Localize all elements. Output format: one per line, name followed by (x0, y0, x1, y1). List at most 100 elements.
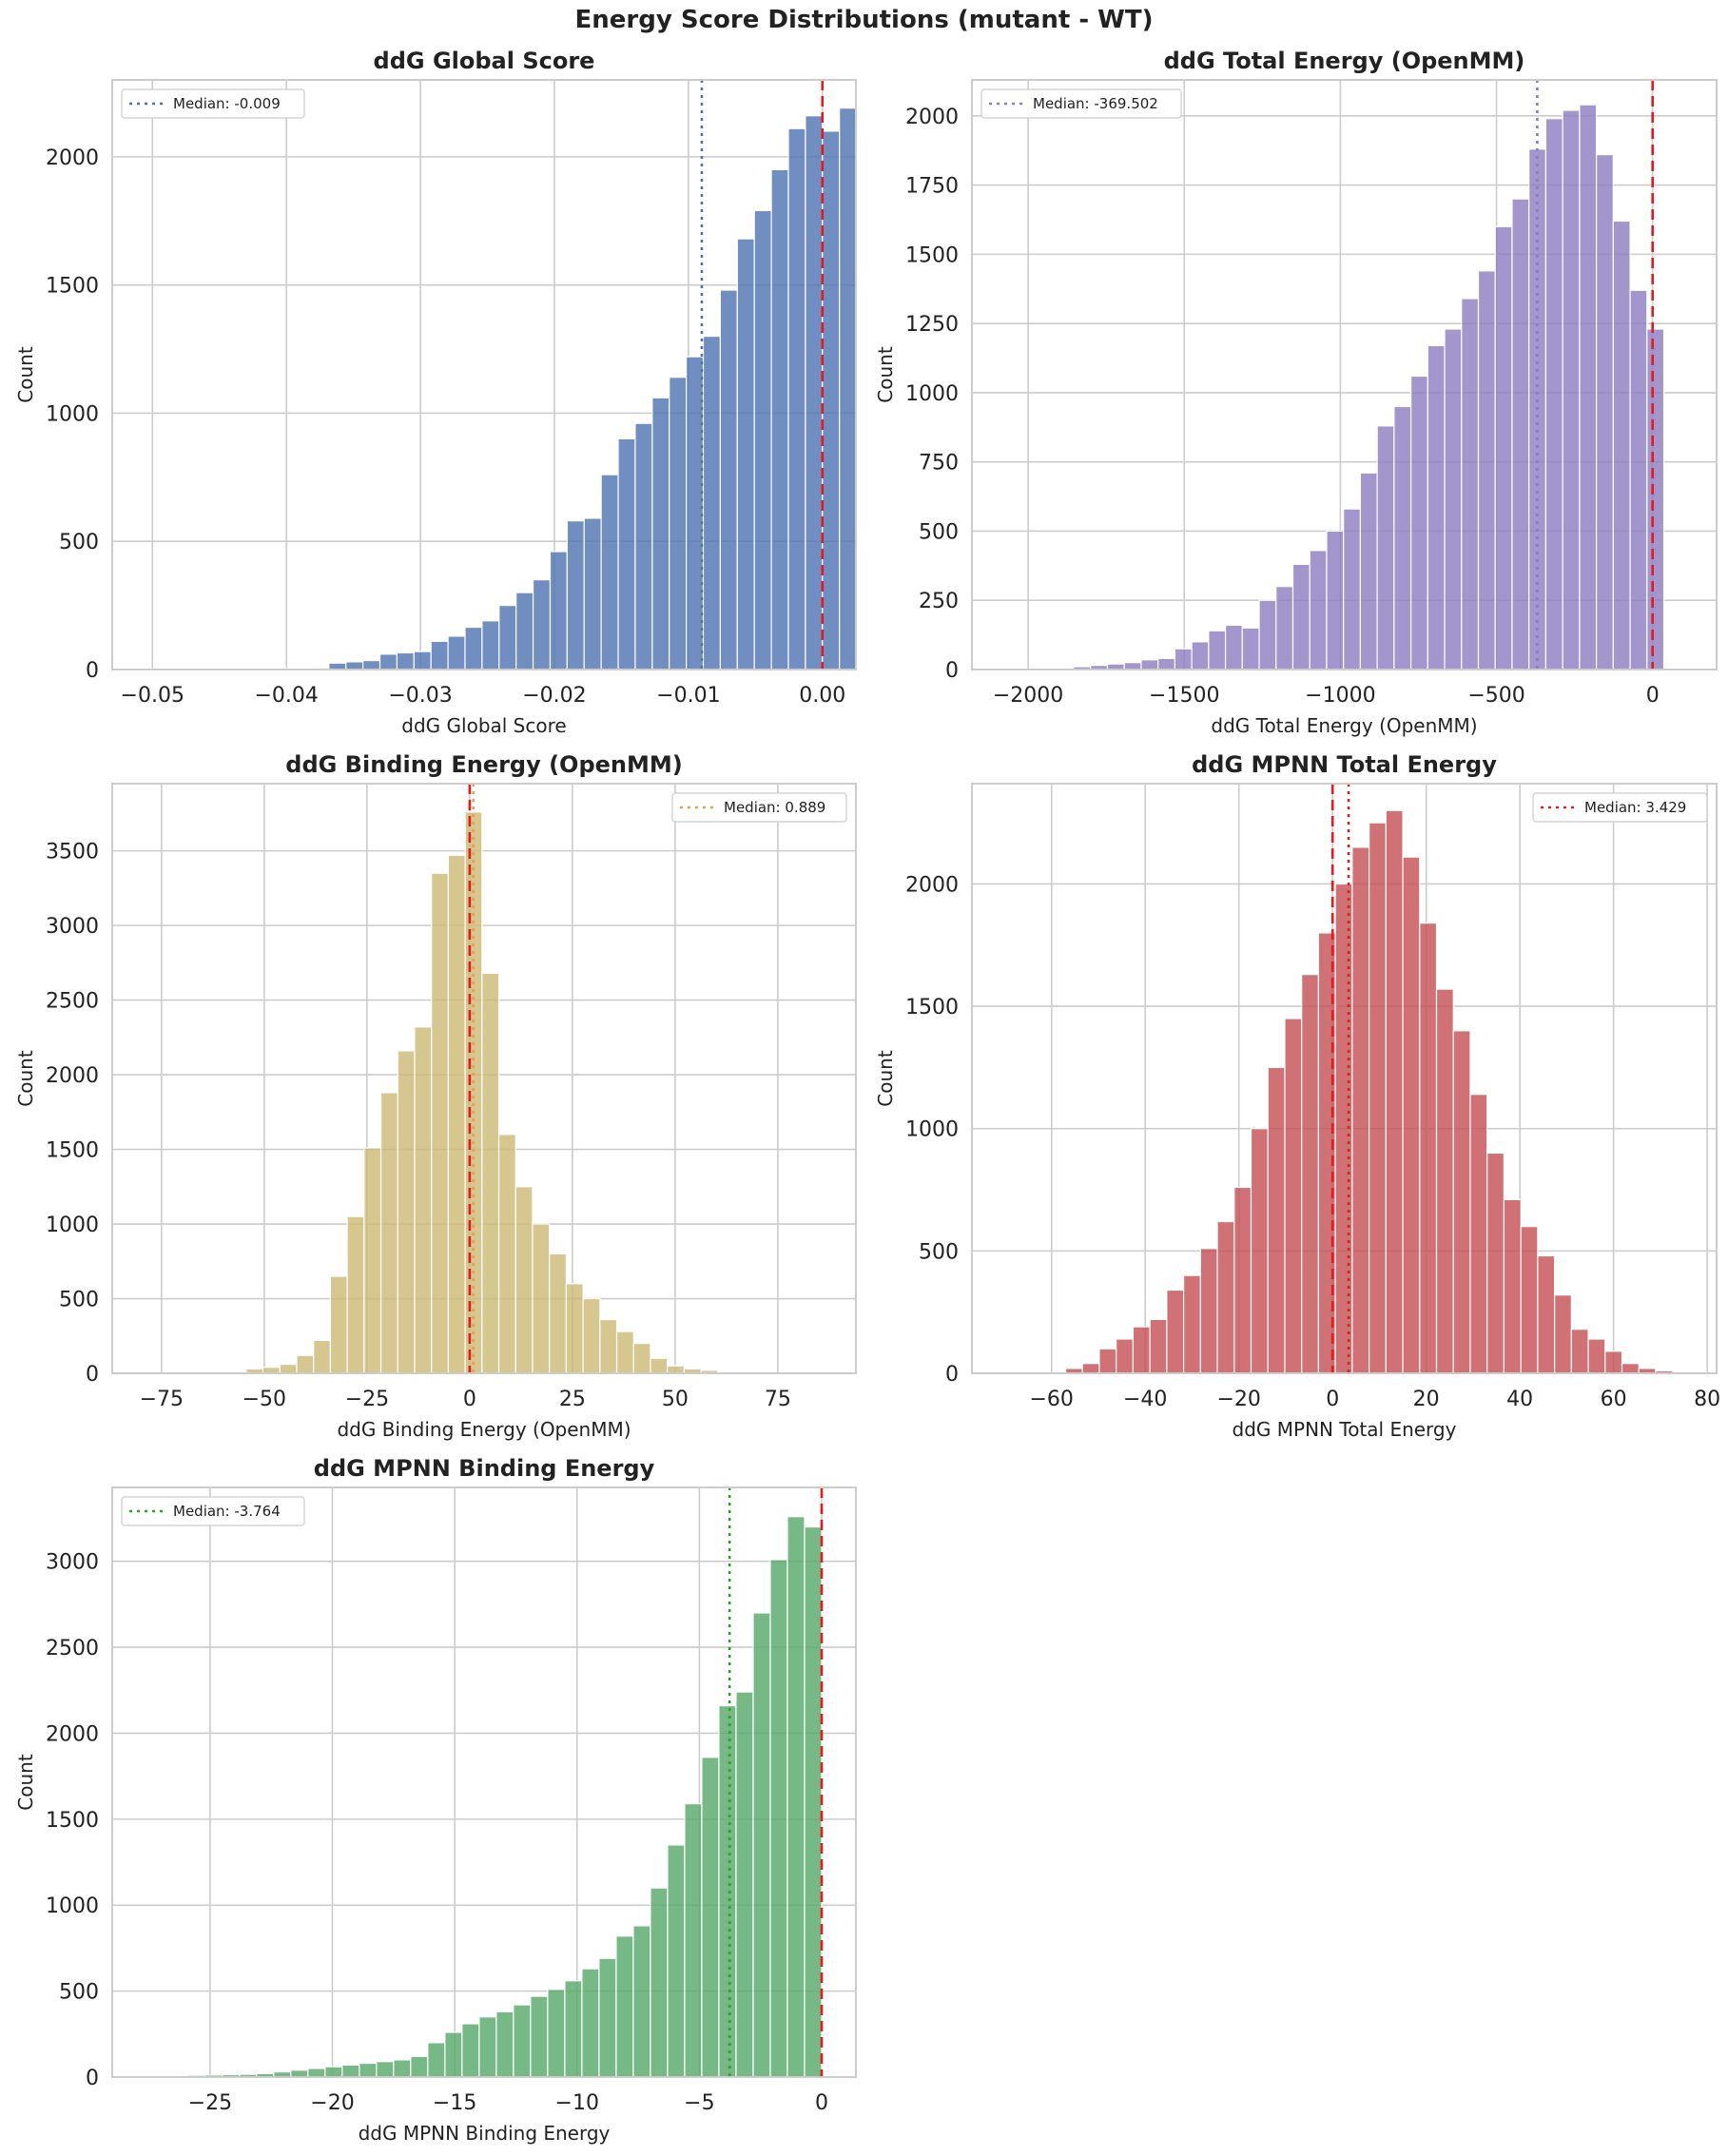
histogram-bar (600, 474, 619, 670)
histogram-bar (1452, 1030, 1471, 1374)
x-tick-label: −50 (243, 1388, 286, 1411)
histogram-bar (1275, 586, 1294, 670)
chart-panel-1: −0.05 −0.04 −0.03 −0.02 −0.01 0.00 0 500 1000 150… (14, 48, 858, 737)
histogram-bar (582, 1297, 601, 1374)
histogram-bar (1621, 1363, 1640, 1374)
y-tick-label: 1000 (46, 1214, 99, 1237)
histogram-bar (1284, 1018, 1303, 1374)
x-tick-label: −25 (345, 1388, 389, 1411)
y-tick-label: 2000 (905, 873, 959, 897)
histogram-bar (296, 1354, 315, 1374)
y-tick-label: 2500 (46, 990, 99, 1014)
y-tick-label: 1250 (905, 313, 959, 337)
histogram-bar (667, 1365, 686, 1374)
y-tick-label: 1000 (46, 1894, 99, 1918)
histogram-bar (786, 1516, 806, 2078)
chart-title: ddG Binding Energy (OpenMM) (285, 751, 682, 778)
histogram-bar (498, 605, 517, 670)
histogram-bar (736, 238, 755, 670)
histogram-bar (632, 1925, 651, 2078)
legend-box (980, 88, 1182, 119)
histogram-bar (427, 2042, 446, 2078)
histogram-bar (359, 2062, 378, 2078)
y-axis-label: Count (14, 346, 37, 403)
y-tick-label: 1000 (905, 1118, 959, 1142)
histogram-bar (478, 2016, 497, 2078)
histogram-bar (1494, 225, 1513, 670)
histogram-bar (805, 115, 824, 670)
histogram-bar (307, 2068, 326, 2078)
histogram-bar (329, 1275, 348, 1374)
histogram-bar (513, 2004, 532, 2078)
chart-panel-3: −75 −50 −25 0 25 50 75 0 500 1000 1500 2000 2500 3000… (14, 751, 857, 1441)
histogram-bar (515, 1186, 534, 1374)
axes-frame (111, 1486, 857, 2078)
axes-frame (111, 79, 857, 670)
histogram-bar (328, 662, 347, 670)
histogram-bar (769, 1559, 788, 2078)
histogram-bar (376, 2061, 395, 2078)
y-tick-label: 0 (945, 659, 959, 683)
histogram-bar (379, 1092, 398, 1374)
x-tick-label: −0.05 (121, 684, 184, 708)
histogram-bar (650, 1887, 669, 2078)
histogram-bar (549, 551, 568, 670)
axes-frame (971, 79, 1718, 670)
histogram-bar (669, 377, 688, 670)
legend: Median: -3.764 (121, 1496, 305, 1526)
axes-frame (111, 783, 857, 1374)
y-tick-label: 1500 (905, 243, 959, 267)
histogram-bar (1116, 1338, 1135, 1374)
histogram-bar (481, 972, 500, 1374)
y-tick-label: 500 (919, 520, 959, 544)
y-tick-label: 1500 (46, 275, 99, 299)
x-tick-label: −0.01 (656, 684, 720, 708)
histogram-bar (547, 1989, 566, 2078)
histogram-bar (1140, 659, 1159, 670)
y-tick-label: 1500 (46, 1139, 99, 1163)
histogram-bar (495, 2010, 515, 2078)
histogram-bar (1359, 472, 1378, 670)
histogram-bar (1537, 1254, 1556, 1374)
histogram-bar (1444, 328, 1463, 670)
histogram-bar (1267, 1066, 1286, 1374)
x-tick-label: 20 (1413, 1388, 1440, 1411)
histogram-bar (1174, 648, 1193, 670)
x-tick-label: −0.04 (254, 684, 318, 708)
histogram-bar (1393, 405, 1412, 670)
histogram-bar (684, 1802, 703, 2078)
histogram-bar (634, 422, 653, 670)
histogram-bar (718, 1704, 737, 2078)
histogram-bar (1579, 104, 1598, 670)
histogram-bar (431, 872, 450, 1374)
y-tick-label: 500 (59, 1289, 99, 1312)
histogram-bar (497, 1134, 516, 1374)
x-tick-label: 0.00 (799, 684, 845, 708)
histogram-bar (464, 626, 483, 670)
histogram-bar (770, 168, 789, 670)
chart-title: ddG Global Score (374, 48, 595, 74)
legend: Median: 0.889 (671, 792, 847, 823)
y-tick-label: 1750 (905, 175, 959, 199)
histogram-bar (549, 1253, 568, 1374)
histogram-bar (564, 1980, 583, 2078)
y-tick-label: 1500 (46, 1809, 99, 1833)
y-tick-label: 2000 (905, 106, 959, 129)
x-tick-label: 75 (765, 1388, 791, 1411)
histogram-bar (651, 397, 670, 670)
x-tick-label: 40 (1506, 1388, 1533, 1411)
x-axis-label: ddG Binding Energy (OpenMM) (337, 1418, 631, 1441)
histogram-bar (1376, 425, 1395, 670)
histogram-bar (1301, 974, 1320, 1374)
y-tick-label: 2000 (46, 1722, 99, 1746)
chart-panel-4: −60 −40 −20 0 20 40 60 80 0 500 1000 1500 2000 ddG MP… (874, 751, 1720, 1441)
histogram-bar (313, 1339, 332, 1374)
histogram-bar (1629, 289, 1648, 670)
histogram-bar (1224, 624, 1243, 670)
histogram-bar (1199, 1248, 1218, 1374)
y-tick-label: 500 (919, 1240, 959, 1264)
histogram-bar (1570, 1329, 1589, 1374)
histogram-bar (822, 130, 841, 670)
x-tick-label: −5 (684, 2091, 714, 2115)
histogram-bar (583, 517, 602, 670)
